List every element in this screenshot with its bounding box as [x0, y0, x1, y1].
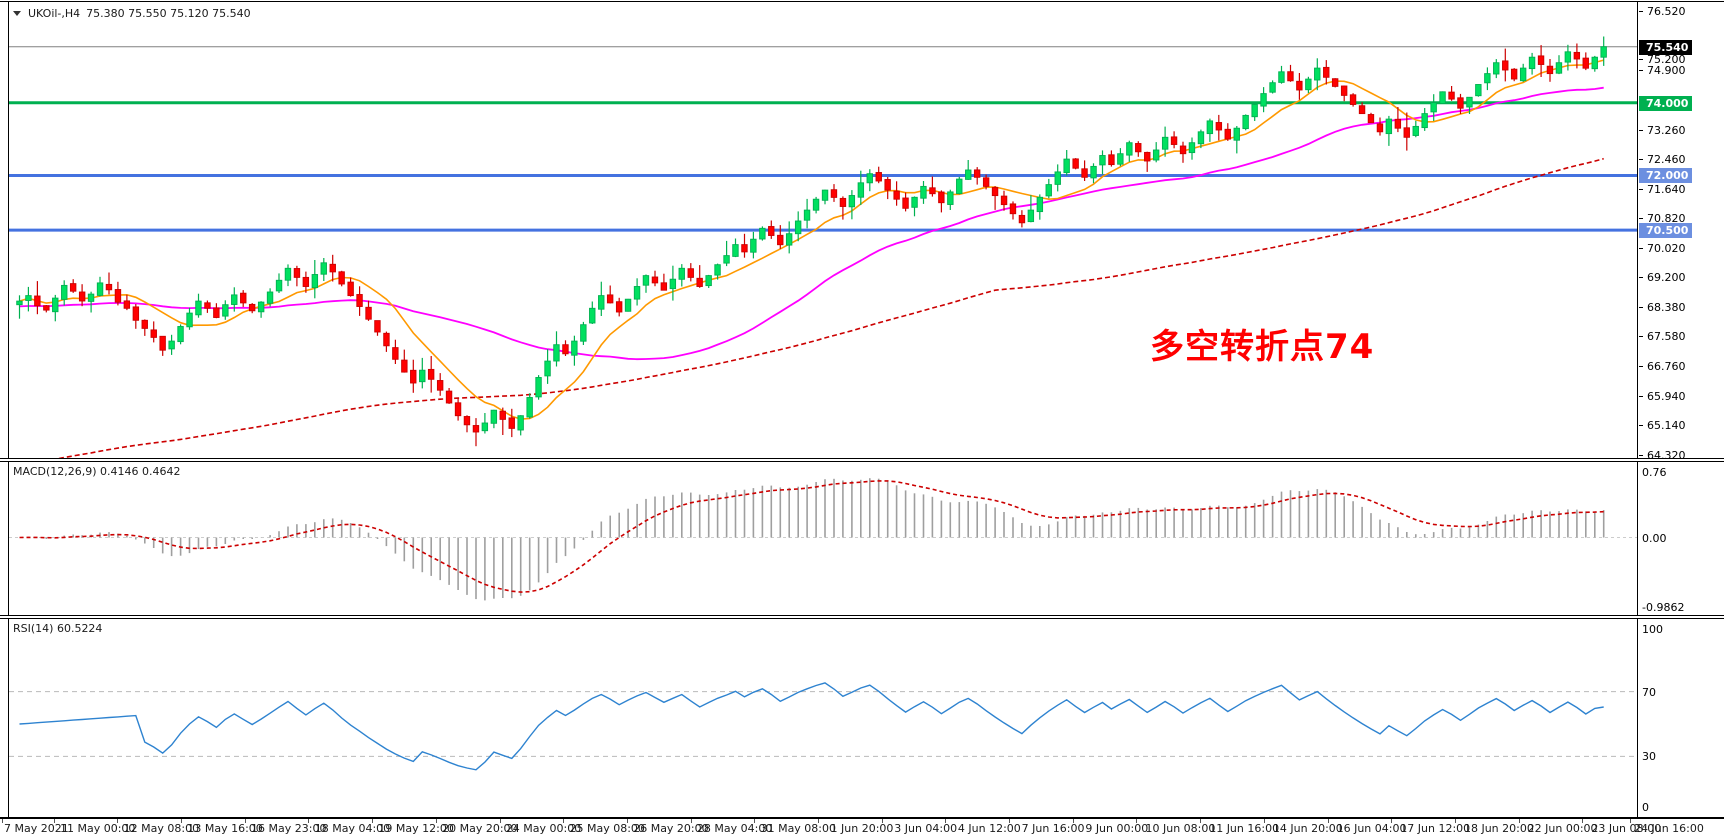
last-price-badge: 75.540 — [1639, 39, 1693, 55]
price-plot-area[interactable] — [8, 2, 1637, 458]
price-tick-76-520: 76.520 — [1638, 5, 1686, 18]
price-tick-65-140: 65.140 — [1638, 419, 1686, 432]
time-tick-mark-11 — [690, 819, 692, 823]
time-tick-mark-7 — [435, 819, 437, 823]
time-tick-5: 18 May 04:00 — [314, 822, 391, 835]
time-tick-mark-8 — [499, 819, 501, 823]
time-tick-24: 22 Jun 00:00 — [1527, 822, 1598, 835]
time-tick-mark-3 — [181, 819, 183, 823]
time-tick-20: 14 Jun 20:00 — [1272, 822, 1343, 835]
time-tick-6: 19 May 12:00 — [378, 822, 454, 835]
price-tick-67-580: 67.580 — [1638, 330, 1686, 343]
time-tick-mark-12 — [754, 819, 756, 823]
level-badge-74: 74.000 — [1639, 95, 1693, 111]
time-tick-22: 17 Jun 12:00 — [1400, 822, 1471, 835]
time-scale[interactable]: 7 May 2021 11 May 00:00 12 May 08:00 13 May… — [0, 818, 1724, 840]
time-tick-25: 23 Jun 08:00 — [1591, 822, 1662, 835]
time-tick-mark-17 — [1072, 819, 1074, 823]
time-tick-mark-20 — [1263, 819, 1265, 823]
time-tick-mark-24 — [1518, 819, 1520, 823]
chart-ohlc-values: 75.380 75.550 75.120 75.540 — [86, 7, 251, 20]
rsi-tick-70: 70 — [1642, 685, 1656, 699]
macd-label: MACD(12,26,9) 0.4146 0.4642 — [13, 465, 181, 478]
time-tick-14: 3 Jun 04:00 — [894, 822, 958, 835]
price-tick-75-200: 75.200 — [1638, 53, 1686, 66]
rsi-tick-30: 30 — [1642, 750, 1656, 764]
chart-symbol-label: UKOil-,H4 — [28, 7, 81, 20]
time-tick-mark-2 — [117, 819, 119, 823]
rsi-tick-0: 0 — [1642, 801, 1649, 814]
price-tick-71-640: 71.640 — [1638, 183, 1686, 196]
time-tick-mark-26 — [1630, 819, 1631, 823]
level-badge-70-5: 70.500 — [1639, 223, 1693, 239]
level-badge-72: 72.000 — [1639, 168, 1693, 184]
time-tick-18: 10 Jun 08:00 — [1145, 822, 1216, 835]
price-scale[interactable]: 76.520 75.200 74.900 73.260 72.460 71.640 70.8… — [1637, 2, 1724, 462]
time-tick-mark-13 — [818, 819, 819, 823]
rsi-plot-area[interactable] — [8, 619, 1637, 817]
time-tick-mark-10 — [626, 819, 628, 823]
time-tick-mark-23 — [1454, 819, 1456, 823]
time-tick-mark-25 — [1582, 819, 1584, 823]
macd-plot-area[interactable] — [8, 462, 1637, 615]
chart-header: UKOil-,H4 75.380 75.550 75.120 75.540 — [13, 7, 251, 20]
time-tick-mark-0 — [2, 819, 3, 823]
time-tick-mark-5 — [308, 819, 310, 823]
price-tick-65-940: 65.940 — [1638, 390, 1686, 403]
price-tick-66-760: 66.760 — [1638, 360, 1686, 373]
macd-tick-2: -0.9862 — [1642, 601, 1685, 614]
time-tick-4: 16 May 23:00 — [251, 822, 327, 835]
time-tick-mark-9 — [563, 819, 565, 823]
time-tick-1: 11 May 00:00 — [59, 822, 136, 835]
time-tick-23: 18 Jun 20:00 — [1463, 822, 1534, 835]
time-tick-21: 16 Jun 04:00 — [1336, 822, 1407, 835]
time-tick-mark-21 — [1327, 819, 1329, 823]
price-chart-panel[interactable]: 76.520 75.200 74.900 73.260 72.460 71.640 70.8… — [0, 1, 1724, 462]
time-tick-10: 26 May 20:00 — [633, 822, 709, 835]
price-tick-74-900: 74.900 — [1638, 64, 1686, 77]
time-tick-15: 4 Jun 12:00 — [957, 822, 1021, 835]
time-tick-2: 12 May 08:00 — [123, 822, 200, 835]
time-tick-mark-1 — [53, 819, 55, 823]
time-tick-mark-15 — [945, 819, 947, 823]
time-tick-19: 11 Jun 16:00 — [1209, 822, 1280, 835]
time-tick-7: 20 May 20:00 — [442, 822, 518, 835]
rsi-indicator-panel[interactable]: 100 70 30 0 RSI(14) 60.5224 — [0, 618, 1724, 818]
macd-scale[interactable]: 0.76 0.00 -0.9862 — [1637, 462, 1724, 615]
rsi-label: RSI(14) 60.5224 — [13, 622, 103, 635]
time-tick-3: 13 May 16:00 — [187, 822, 263, 835]
time-tick-8: 24 May 00:00 — [505, 822, 582, 835]
price-tick-64-320: 64.320 — [1638, 449, 1686, 462]
time-tick-mark-14 — [881, 819, 883, 823]
macd-tick-1: 0.00 — [1642, 531, 1667, 545]
time-tick-mark-16 — [1009, 819, 1011, 823]
time-tick-mark-6 — [372, 819, 374, 823]
price-tick-72-460: 72.460 — [1638, 153, 1686, 166]
time-tick-mark-22 — [1391, 819, 1393, 823]
time-tick-mark-19 — [1200, 819, 1202, 823]
time-tick-17: 9 Jun 00:00 — [1085, 822, 1149, 835]
price-tick-70-020: 70.020 — [1638, 242, 1686, 255]
price-tick-73-260: 73.260 — [1638, 124, 1686, 137]
price-tick-68-380: 68.380 — [1638, 301, 1686, 314]
price-tick-69-200: 69.200 — [1638, 271, 1686, 284]
price-tick-70-820: 70.820 — [1638, 212, 1686, 225]
rsi-tick-100: 100 — [1642, 623, 1663, 636]
caret-down-icon[interactable] — [13, 11, 21, 16]
macd-tick-0: 0.76 — [1642, 466, 1667, 479]
macd-indicator-panel[interactable]: 0.76 0.00 -0.9862 MACD(12,26,9) 0.4146 0.4… — [0, 461, 1724, 616]
chart-annotation-text: 多空转折点74 — [1150, 327, 1375, 367]
rsi-scale[interactable]: 100 70 30 0 — [1637, 619, 1724, 817]
time-tick-9: 25 May 08:00 — [569, 822, 645, 835]
time-tick-13: 1 Jun 20:00 — [830, 822, 894, 835]
time-tick-0: 7 May 2021 — [4, 822, 69, 835]
time-tick-mark-4 — [244, 819, 246, 823]
time-tick-11: 28 May 04:00 — [696, 822, 773, 835]
time-tick-26: 24 Jun 16:00 — [1634, 822, 1704, 835]
time-tick-12: 31 May 08:00 — [760, 822, 837, 835]
time-tick-mark-18 — [1136, 819, 1138, 823]
time-tick-16: 7 Jun 16:00 — [1021, 822, 1085, 835]
